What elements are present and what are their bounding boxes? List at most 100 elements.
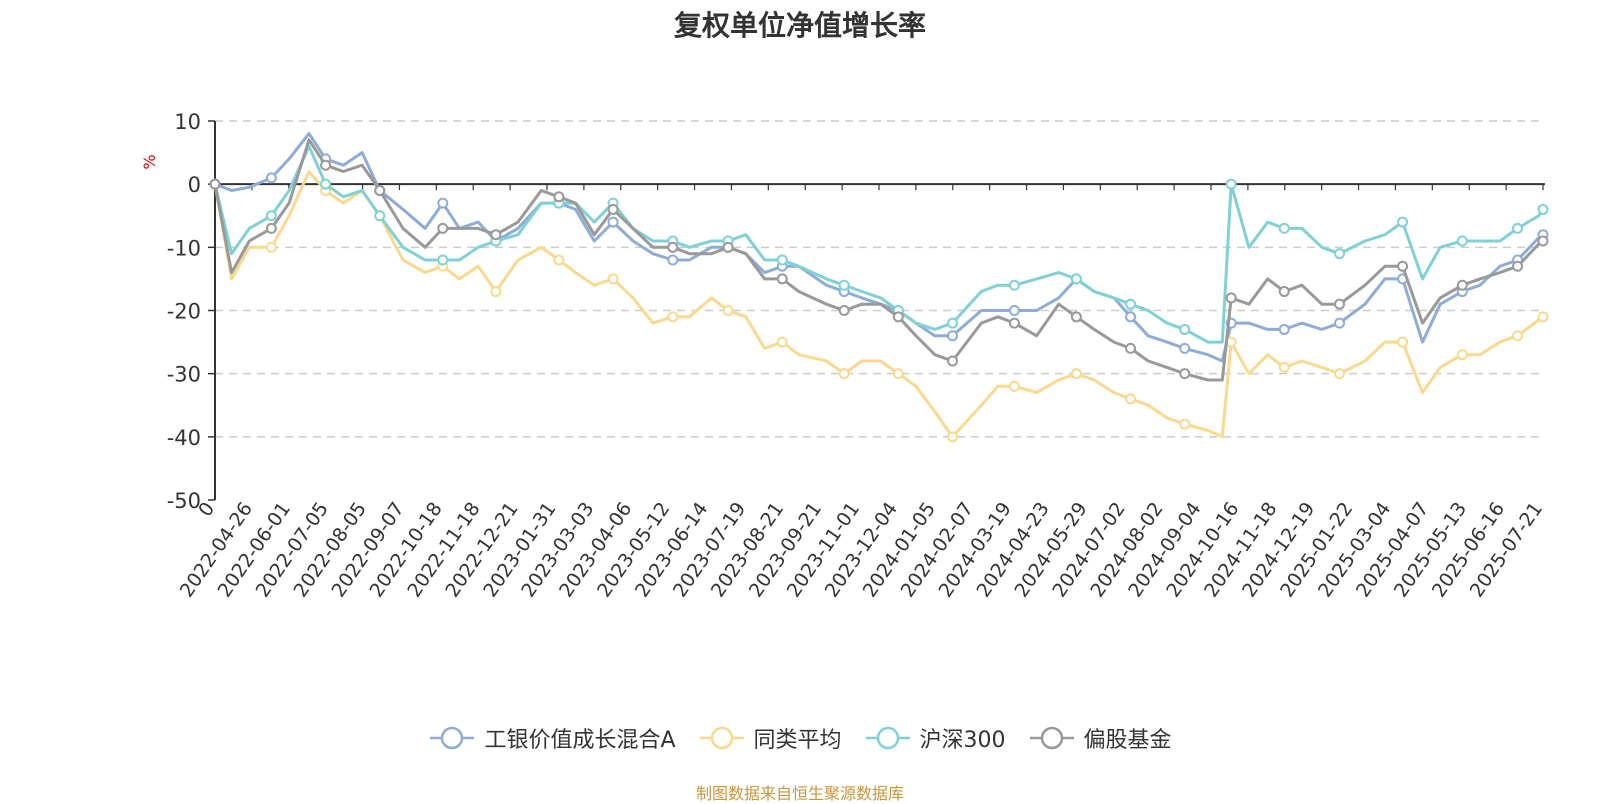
x-tick-label: 0	[194, 498, 219, 521]
series-point	[437, 222, 449, 234]
series-point	[437, 254, 449, 266]
series-point	[490, 229, 502, 241]
grid-lines	[215, 120, 1543, 438]
series-point	[1070, 311, 1082, 323]
legend-item[interactable]: 工银价值成长混合A	[428, 722, 676, 754]
series-point	[947, 317, 959, 329]
series-point	[1179, 323, 1191, 335]
series-point	[776, 273, 788, 285]
series-point	[1179, 368, 1191, 380]
series-point	[607, 216, 619, 228]
series-point	[776, 336, 788, 348]
series-point	[1125, 298, 1137, 310]
series-point	[667, 254, 679, 266]
legend-label: 偏股基金	[1083, 728, 1172, 753]
series-point	[209, 178, 221, 190]
series-point	[437, 197, 449, 209]
series-point	[1334, 248, 1346, 260]
series-point	[1537, 203, 1549, 215]
series-lines	[209, 132, 1549, 443]
series-point	[1070, 368, 1082, 380]
series-point	[1456, 235, 1468, 247]
series-point	[490, 286, 502, 298]
series-point	[265, 222, 277, 234]
series-point	[947, 355, 959, 367]
series-point	[265, 172, 277, 184]
series-point	[1397, 216, 1409, 228]
series-point	[1334, 298, 1346, 310]
y-tick-label: 10	[174, 110, 201, 134]
series-point	[1125, 393, 1137, 405]
y-tick-label: -40	[167, 426, 201, 450]
y-tick-label: -10	[167, 236, 201, 260]
series-point	[1008, 279, 1020, 291]
series-point	[607, 273, 619, 285]
series-point	[947, 330, 959, 342]
series-point	[607, 203, 619, 215]
series-point	[553, 254, 565, 266]
series-point	[374, 184, 386, 196]
series-point	[947, 431, 959, 443]
legend-item[interactable]: 沪深300	[864, 722, 1006, 754]
series-point	[722, 241, 734, 253]
series-point	[892, 368, 904, 380]
series-point	[1225, 292, 1237, 304]
legend-label: 同类平均	[753, 728, 842, 753]
series-point	[265, 241, 277, 253]
series-point	[838, 279, 850, 291]
series-point	[1278, 286, 1290, 298]
series-point	[838, 368, 850, 380]
series-point	[265, 210, 277, 222]
series-point	[667, 311, 679, 323]
series-point	[1008, 380, 1020, 392]
series-point	[1537, 311, 1549, 323]
legend-symbol-icon	[865, 726, 910, 750]
series-line	[213, 138, 1544, 382]
series-point	[1070, 273, 1082, 285]
chart-title: 复权单位净值增长率	[673, 9, 926, 42]
series-line	[213, 144, 1545, 344]
series-point	[1334, 317, 1346, 329]
legend-symbol-icon	[1029, 726, 1074, 750]
series-point	[1512, 330, 1524, 342]
legend: 工银价值成长混合A 同类平均 沪深300 偏股基金	[0, 722, 1600, 754]
series-point	[1512, 222, 1524, 234]
series-point	[1397, 336, 1409, 348]
series-point	[1179, 342, 1191, 354]
series-point	[667, 241, 679, 253]
series-point	[1512, 260, 1524, 272]
series-point	[553, 191, 565, 203]
series-point	[1008, 317, 1020, 329]
legend-symbol-icon	[699, 726, 744, 750]
series-point	[1278, 361, 1290, 373]
series-point	[776, 254, 788, 266]
series-point	[892, 311, 904, 323]
legend-symbol-icon	[430, 726, 475, 750]
series-point	[320, 159, 332, 171]
series-point	[1456, 349, 1468, 361]
legend-label: 沪深300	[919, 728, 1006, 753]
legend-item[interactable]: 同类平均	[698, 722, 842, 754]
y-axis-unit-label: %	[140, 154, 159, 169]
series-point	[1125, 311, 1137, 323]
legend-label: 工银价值成长混合A	[484, 728, 676, 753]
series-point	[1397, 260, 1409, 272]
series-point	[374, 210, 386, 222]
y-tick-label: -20	[167, 300, 201, 324]
series-point	[1334, 368, 1346, 380]
series-point	[1225, 178, 1237, 190]
source-note: 制图数据来自恒生聚源数据库	[695, 784, 904, 803]
series-point	[1456, 279, 1468, 291]
y-tick-label: 0	[188, 173, 201, 197]
y-tick-label: -50	[167, 489, 201, 513]
series-point	[1278, 222, 1290, 234]
series-point	[320, 178, 332, 190]
series-point	[722, 305, 734, 316]
series-point	[1278, 323, 1290, 335]
series-point	[1125, 342, 1137, 354]
series-point	[1008, 305, 1020, 316]
legend-item[interactable]: 偏股基金	[1028, 722, 1172, 754]
series-point	[838, 305, 850, 316]
y-tick-label: -30	[167, 363, 201, 387]
